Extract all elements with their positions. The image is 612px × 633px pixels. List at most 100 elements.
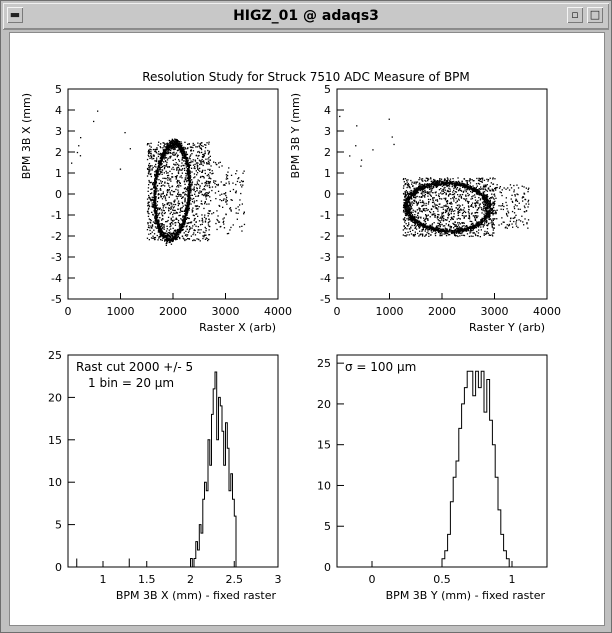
data-point <box>437 181 439 183</box>
data-point <box>454 230 456 232</box>
data-point <box>451 183 453 186</box>
data-point <box>161 157 164 159</box>
data-point <box>208 229 210 231</box>
data-point <box>414 220 416 223</box>
data-point <box>209 196 211 198</box>
data-point <box>405 214 407 216</box>
data-point <box>182 151 184 153</box>
data-point <box>155 163 157 166</box>
data-point <box>161 198 164 200</box>
data-point <box>457 229 459 231</box>
menu-icon[interactable]: ▬ <box>7 7 23 23</box>
data-point <box>182 205 184 207</box>
data-point <box>157 225 159 227</box>
data-point <box>461 231 463 233</box>
data-point <box>180 210 182 212</box>
data-point <box>409 215 411 217</box>
data-point <box>159 157 161 159</box>
data-point <box>155 183 157 185</box>
data-point <box>450 231 452 234</box>
data-point <box>159 226 161 228</box>
data-point <box>461 212 464 214</box>
data-point <box>156 157 158 159</box>
data-point <box>154 182 156 184</box>
data-point <box>207 239 209 242</box>
data-point <box>194 234 197 236</box>
data-point <box>464 184 466 186</box>
data-point <box>184 222 186 224</box>
data-point <box>213 180 215 182</box>
data-point <box>216 218 218 221</box>
data-point <box>187 177 189 180</box>
data-point <box>184 194 186 196</box>
data-point <box>166 152 169 155</box>
data-point <box>442 181 444 183</box>
data-point <box>468 216 471 218</box>
data-point <box>219 161 221 163</box>
data-point <box>418 196 420 198</box>
data-point <box>163 165 165 167</box>
data-point <box>189 176 191 179</box>
data-point <box>164 198 167 200</box>
data-point <box>410 205 412 208</box>
data-point <box>195 146 197 148</box>
minimize-icon[interactable]: ▫ <box>567 7 583 23</box>
data-point <box>433 184 435 187</box>
data-point <box>164 148 166 150</box>
title-bar[interactable]: ▬ HIGZ_01 @ adaqs3 ▫ □ <box>3 3 609 30</box>
data-point <box>461 204 464 206</box>
data-point <box>167 234 169 236</box>
data-point <box>469 185 471 188</box>
data-point <box>446 190 448 192</box>
data-point <box>167 219 169 222</box>
data-point <box>226 203 228 205</box>
data-point <box>176 218 178 220</box>
data-point <box>460 227 462 230</box>
data-point <box>152 148 155 151</box>
data-point <box>177 200 180 202</box>
data-point <box>170 208 172 210</box>
data-point <box>472 206 474 208</box>
data-point <box>459 229 462 231</box>
data-point <box>190 194 192 196</box>
data-point <box>445 198 447 200</box>
maximize-icon[interactable]: □ <box>587 7 603 23</box>
data-point <box>167 147 169 150</box>
data-point <box>193 197 195 200</box>
data-point <box>174 229 177 231</box>
data-point <box>184 158 186 160</box>
data-point <box>415 197 417 199</box>
data-point <box>170 219 172 221</box>
data-point <box>178 214 180 217</box>
data-point <box>183 220 186 222</box>
data-point <box>173 200 175 202</box>
data-point <box>477 223 480 225</box>
data-point <box>443 191 446 194</box>
data-point <box>160 193 162 195</box>
data-point <box>410 179 412 182</box>
data-point <box>422 223 424 226</box>
data-point <box>415 221 417 223</box>
data-point <box>178 147 180 149</box>
data-point <box>416 220 418 222</box>
data-point <box>491 193 493 195</box>
data-point <box>472 190 475 192</box>
data-point <box>199 224 202 226</box>
data-point <box>485 212 487 215</box>
data-point <box>196 205 198 207</box>
data-point <box>152 184 154 186</box>
data-point <box>206 163 208 165</box>
data-point <box>168 204 171 206</box>
data-point <box>440 230 442 232</box>
data-point <box>173 235 176 238</box>
data-point <box>423 203 425 205</box>
data-point <box>209 220 211 222</box>
data-point <box>150 225 152 227</box>
data-point <box>162 156 164 159</box>
data-point <box>407 204 409 207</box>
data-point <box>194 205 197 207</box>
data-point <box>175 143 177 145</box>
data-point <box>438 219 440 222</box>
data-point <box>185 188 188 190</box>
data-point <box>460 197 463 199</box>
